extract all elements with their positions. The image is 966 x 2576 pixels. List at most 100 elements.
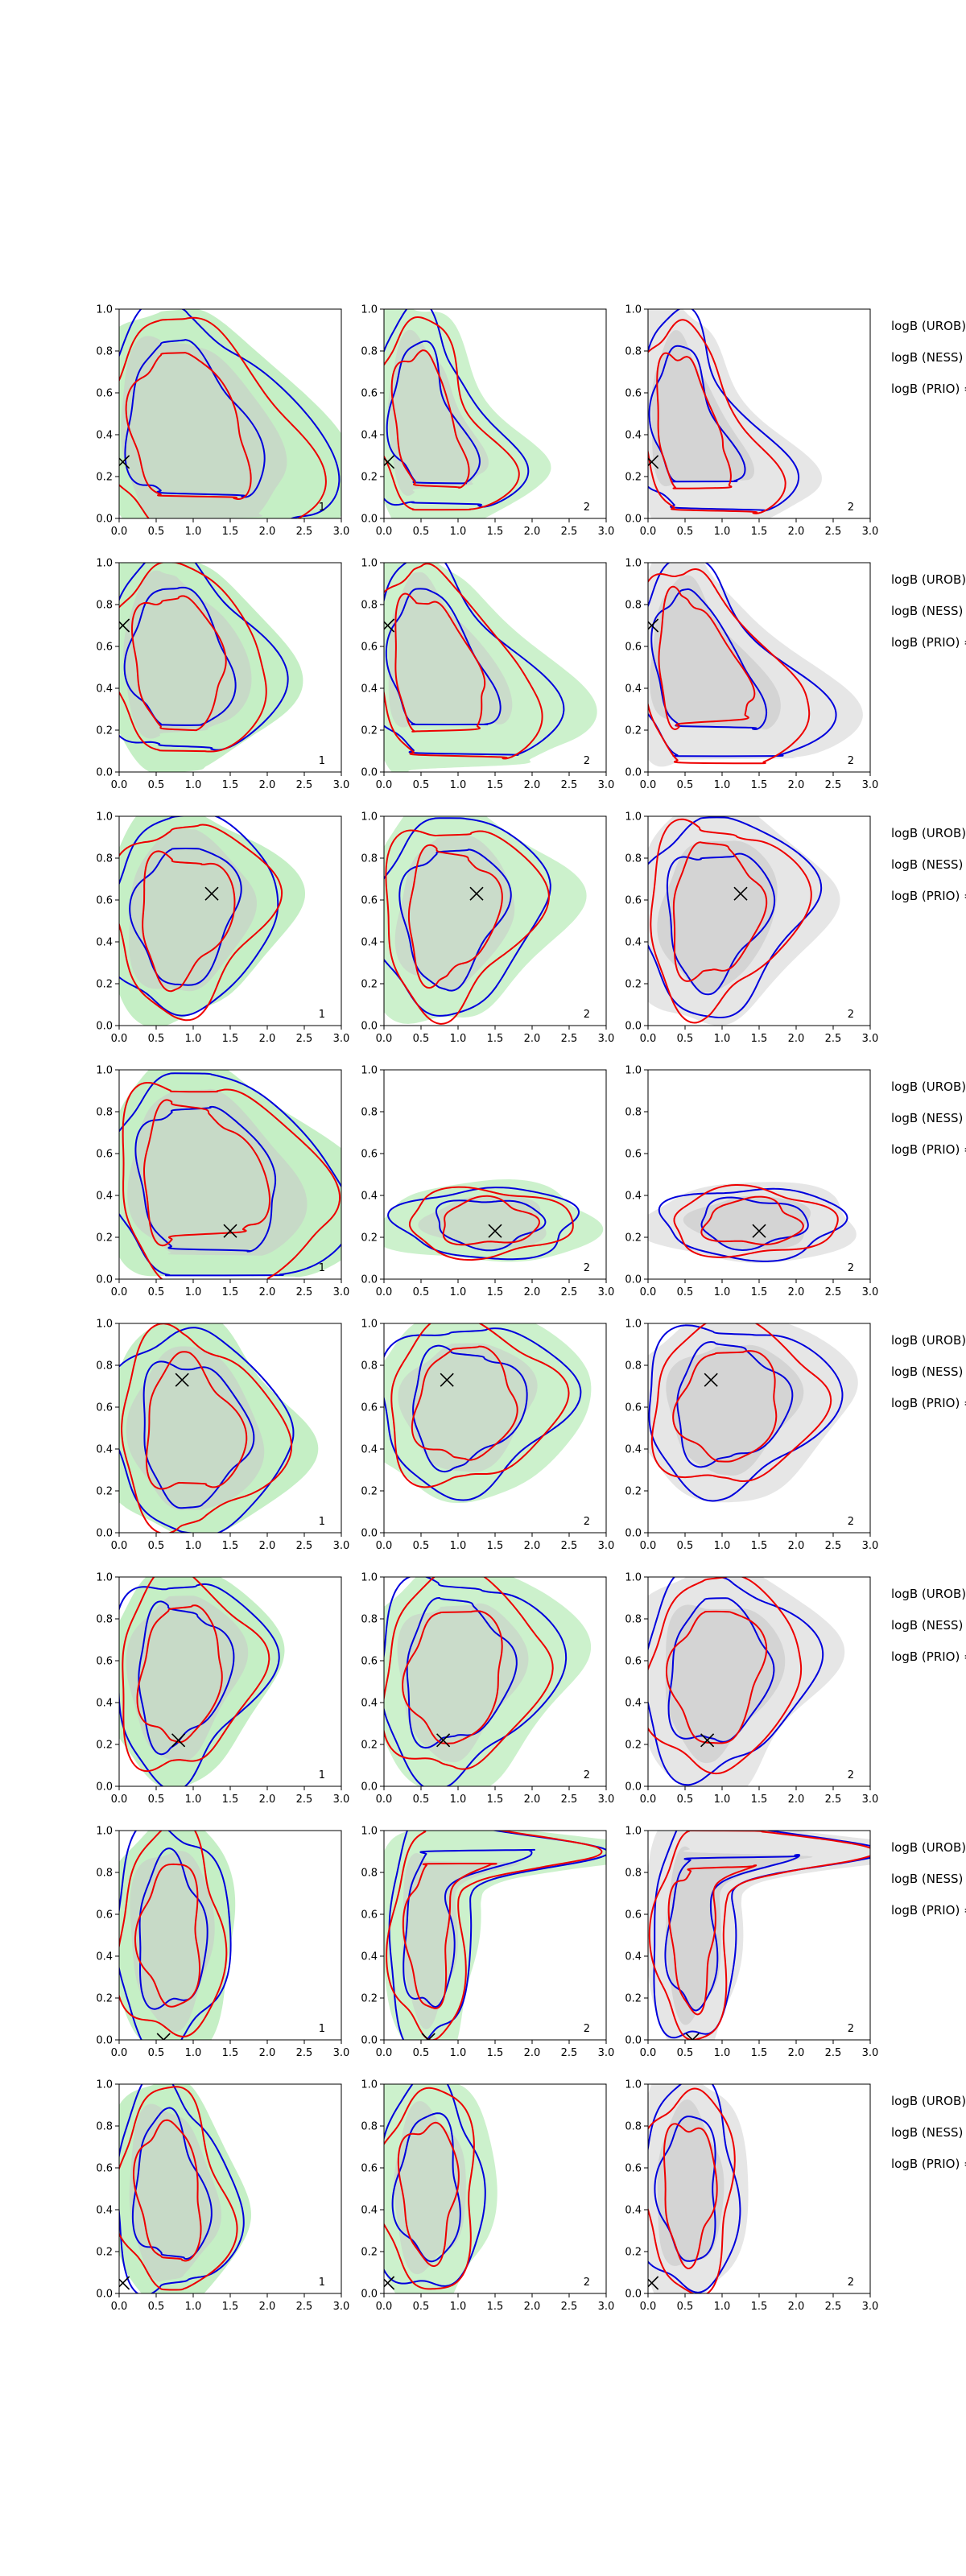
panel-contours [648, 1323, 858, 1503]
x-tick-label: 0.0 [640, 526, 657, 538]
x-tick-label: 3.0 [333, 1033, 350, 1045]
y-tick-label: 0.0 [625, 2035, 642, 2047]
x-tick-label: 1.5 [751, 2047, 768, 2059]
y-tick-label: 0.0 [96, 1781, 113, 1794]
x-tick-label: 2.0 [524, 1286, 541, 1298]
blue-contour-outer [388, 1831, 606, 2040]
y-tick-label: 0.0 [361, 1021, 378, 1033]
x-tick-label: 0.0 [111, 1033, 128, 1045]
side-label-3: logB (PRIO) = [891, 382, 966, 396]
y-tick-label: 0.2 [96, 2247, 113, 2259]
x-tick-label: 1.5 [222, 1794, 239, 1806]
x-tick-label: 1.0 [714, 1540, 731, 1552]
panel-r3-c1: 0.0 0.5 1.0 1.5 2.0 2.5 3.0 0.0 0.2 0.4 0.6 0.8 1.0 1 [96, 811, 350, 1046]
y-tick-label: 0.4 [625, 1698, 642, 1710]
x-tick-label: 0.5 [148, 1540, 165, 1552]
red-contour-outer [648, 2087, 736, 2293]
x-tick-label: 1.0 [714, 1286, 731, 1298]
x-tick-label: 1.5 [751, 1794, 768, 1806]
red-contour-inner [136, 1604, 223, 1744]
panel-r7-c2: 0.0 0.5 1.0 1.5 2.0 2.5 3.0 0.0 0.2 0.4 0.6 0.8 1.0 2 [361, 1826, 614, 2060]
x-tick-label: 0.0 [640, 1794, 657, 1806]
grey-fill-inner [665, 1604, 786, 1764]
y-tick-label: 0.6 [361, 388, 378, 400]
panel-contours [119, 563, 303, 772]
true-value-marker [648, 2276, 659, 2290]
y-tick-label: 0.2 [96, 979, 113, 991]
true-value-marker [223, 1224, 237, 1238]
blue-contour-inner [650, 588, 768, 731]
red-contour-outer [121, 1323, 293, 1533]
y-tick-label: 1.0 [625, 811, 642, 824]
blue-contour-inner [124, 339, 266, 498]
y-tick-label: 0.6 [96, 1656, 113, 1668]
red-contour-outer [384, 2087, 475, 2290]
red-contour-outer [122, 1577, 270, 1773]
x-tick-label: 1.0 [450, 1033, 467, 1045]
x-tick-label: 1.0 [185, 779, 202, 791]
y-tick-label: 1.0 [625, 1572, 642, 1584]
y-tick-label: 0.4 [361, 1698, 378, 1710]
y-tick-label: 0.4 [96, 1951, 113, 1963]
y-tick-label: 0.6 [625, 1402, 642, 1414]
x-tick-label: 1.5 [751, 779, 768, 791]
y-tick-label: 0.8 [96, 1360, 113, 1373]
y-tick-label: 0.8 [96, 600, 113, 612]
y-tick-label: 0.0 [361, 1528, 378, 1540]
x-tick-label: 0.5 [677, 526, 694, 538]
x-tick-label: 2.5 [825, 1540, 842, 1552]
y-tick-label: 0.2 [361, 2247, 378, 2259]
true-value-marker [119, 618, 130, 633]
grey-fill-inner [402, 1853, 522, 2029]
panel-contours [648, 1182, 857, 1263]
y-tick-label: 0.0 [96, 1021, 113, 1033]
red-contour-outer [384, 316, 520, 511]
x-tick-label: 0.0 [111, 1794, 128, 1806]
side-label-2: logB (NESS) = [891, 1364, 966, 1379]
true-value-marker [175, 1373, 189, 1387]
red-contour-outer [648, 1831, 870, 2040]
x-tick-label: 1.5 [222, 1286, 239, 1298]
y-tick-label: 0.2 [96, 725, 113, 737]
x-tick-label: 0.5 [413, 2301, 430, 2313]
x-tick-label: 0.0 [640, 2301, 657, 2313]
x-tick-label: 2.5 [825, 1286, 842, 1298]
y-tick-label: 0.0 [361, 1274, 378, 1286]
red-contour-outer [386, 1831, 603, 2040]
blue-contour-outer [384, 1577, 568, 1786]
side-label-2: logB (NESS) = [891, 604, 966, 618]
side-label-2: logB (NESS) = [891, 2125, 966, 2140]
blue-contour-inner [398, 848, 512, 992]
y-tick-label: 0.0 [96, 1274, 113, 1286]
side-label-1: logB (UROB) = [891, 1587, 966, 1601]
panel-contours [384, 309, 551, 518]
y-tick-label: 1.0 [361, 558, 378, 570]
y-tick-label: 0.6 [96, 1909, 113, 1922]
x-tick-label: 2.0 [259, 1286, 276, 1298]
red-contour-inner [402, 1610, 503, 1744]
x-tick-label: 1.0 [450, 1286, 467, 1298]
x-tick-label: 2.5 [296, 1794, 313, 1806]
y-tick-label: 0.6 [96, 2163, 113, 2175]
y-tick-label: 0.6 [361, 642, 378, 654]
panel-r2-c2: 0.0 0.5 1.0 1.5 2.0 2.5 3.0 0.0 0.2 0.4 0.6 0.8 1.0 2 [361, 558, 614, 792]
grey-fill-inner [665, 1846, 813, 2025]
red-contour-outer [648, 568, 811, 765]
x-tick-label: 3.0 [862, 2301, 879, 2313]
panel-label: 1 [319, 2023, 325, 2035]
side-label-1: logB (UROB) = [891, 826, 966, 840]
x-tick-label: 1.5 [222, 1540, 239, 1552]
x-tick-label: 2.0 [524, 1033, 541, 1045]
red-contour-inner [134, 1863, 201, 2008]
panel-r8-c3: 0.0 0.5 1.0 1.5 2.0 2.5 3.0 0.0 0.2 0.4 0.6 0.8 1.0 2 [625, 2079, 879, 2314]
y-tick-label: 1.0 [96, 2079, 113, 2091]
y-tick-label: 0.8 [361, 1360, 378, 1373]
blue-contour-inner [138, 1600, 235, 1756]
x-tick-label: 2.5 [296, 1540, 313, 1552]
y-tick-label: 0.6 [625, 1909, 642, 1922]
x-tick-label: 1.0 [450, 1794, 467, 1806]
x-tick-label: 0.5 [677, 2047, 694, 2059]
side-label-3: logB (PRIO) = [891, 1649, 966, 1664]
y-tick-label: 0.8 [361, 346, 378, 358]
blue-contour-outer [119, 1327, 295, 1533]
